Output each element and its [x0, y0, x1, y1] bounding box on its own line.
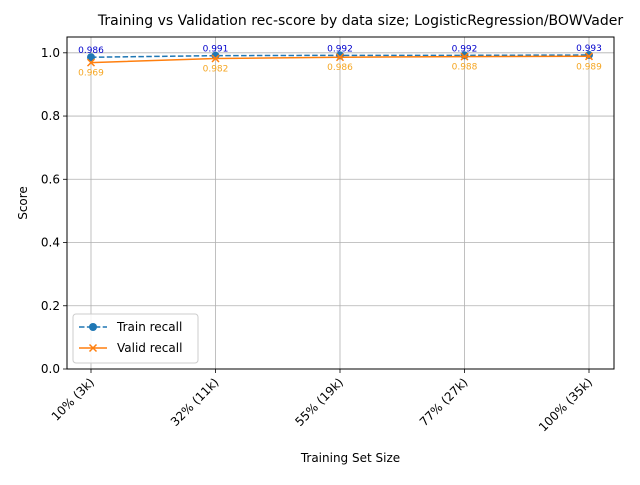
valid-recall-point [86, 58, 96, 67]
chart-title: Training vs Validation rec-score by data… [97, 13, 623, 29]
train-recall-data-label: 0.992 [327, 44, 353, 54]
marker-stroke [86, 58, 96, 67]
valid-recall-data-label: 0.982 [203, 65, 229, 75]
train-recall-data-label: 0.993 [576, 44, 602, 54]
legend-marker-circle [89, 323, 97, 331]
valid-recall-point [460, 52, 469, 61]
x-axis-label: Training Set Size [300, 451, 400, 465]
y-tick-label: 0.0 [41, 362, 60, 376]
y-tick-label: 0.4 [41, 236, 60, 250]
valid-recall-point [584, 52, 594, 61]
train-recall-point [87, 53, 95, 62]
train-recall-data-label: 0.986 [78, 46, 104, 56]
y-tick-label: 1.0 [41, 46, 60, 60]
legend-label: Train recall [116, 320, 182, 334]
marker-stroke [335, 53, 345, 62]
legend-marker-x [88, 343, 98, 353]
valid-recall-point [211, 54, 220, 63]
y-tick-label: 0.6 [41, 172, 60, 186]
marker-stroke [211, 54, 220, 63]
valid-recall-data-label: 0.988 [452, 63, 478, 73]
series [86, 51, 594, 67]
y-tick-label: 0.2 [41, 299, 60, 313]
y-axis-label: Score [16, 186, 30, 220]
marker-stroke [460, 52, 469, 61]
train-recall-data-label: 0.992 [452, 44, 478, 54]
y-tick-label: 0.8 [41, 109, 60, 123]
valid-recall-data-label: 0.989 [576, 62, 602, 72]
legend: Train recall Valid recall [72, 313, 199, 364]
marker-stroke [584, 52, 594, 61]
valid-recall-point [335, 53, 345, 62]
legend-label: Valid recall [117, 341, 182, 355]
valid-recall-data-label: 0.986 [327, 63, 353, 73]
valid-recall-data-label: 0.969 [78, 69, 104, 79]
train-recall-data-label: 0.991 [203, 45, 229, 55]
train-recall-point [211, 51, 220, 60]
data-labels: 0.986 0.991 0.992 0.992 0.993 0.969 0.982 0.986… [78, 44, 602, 79]
plot-frame [66, 36, 615, 370]
